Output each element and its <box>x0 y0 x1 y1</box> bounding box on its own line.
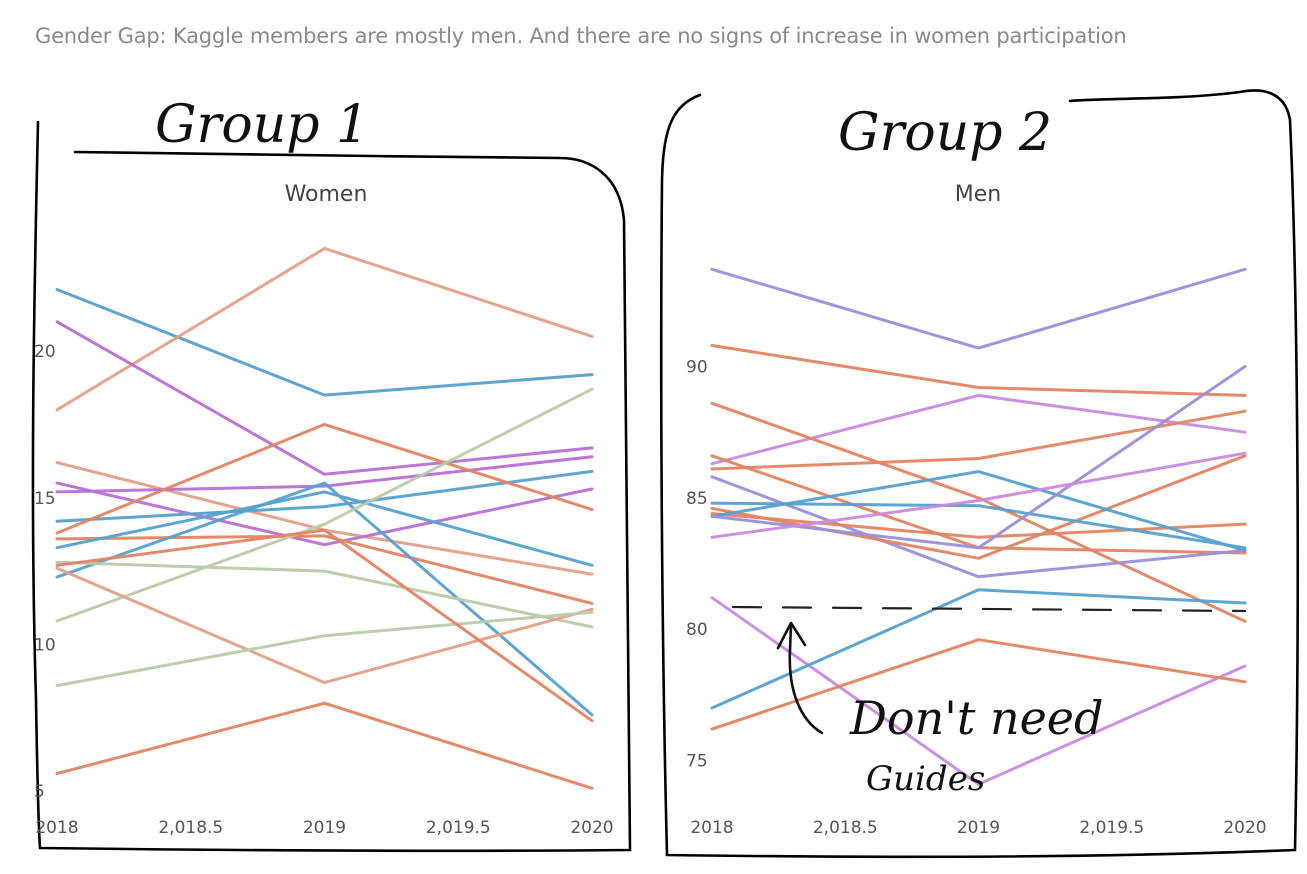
women-y-tick-label: 20 <box>34 342 56 362</box>
women-series-line-17 <box>55 701 594 790</box>
men-x-tick-label: 2020 <box>1223 818 1266 838</box>
men-series-line-15 <box>710 588 1247 710</box>
men-y-tick-label: 75 <box>686 752 708 772</box>
men-series-line-1 <box>710 267 1247 350</box>
women-series-line-14 <box>55 566 594 685</box>
men-series-line-3 <box>710 393 1247 466</box>
women-series-line-5 <box>55 481 594 547</box>
women-x-tick-label: 2018 <box>35 818 78 838</box>
women-series-group <box>55 246 594 790</box>
women-series-line-16 <box>55 528 594 723</box>
women-series-line-15 <box>55 610 594 688</box>
men-series-line-13 <box>710 451 1247 539</box>
men-series-line-12 <box>710 365 1247 550</box>
men-y-tick-label: 85 <box>686 489 708 509</box>
women-x-tick-label: 2,019.5 <box>426 818 491 838</box>
chart-men: Men 75 80 85 90 2018 2,018.5 2019 2,019.5 2020 <box>686 182 1267 838</box>
chart-women: Women 5 10 15 20 2018 2,018.5 2019 2,019.5 2020 <box>34 182 614 838</box>
group2-box <box>659 89 1300 859</box>
men-series-line-7 <box>710 475 1247 579</box>
women-series-line-7 <box>55 469 594 523</box>
chart-title-women: Women <box>285 182 368 207</box>
men-x-tick-label: 2019 <box>957 818 1000 838</box>
group2-label: Group 2 <box>838 103 1052 163</box>
women-y-tick-label: 15 <box>34 489 56 509</box>
men-series-line-10 <box>710 501 1247 550</box>
women-x-tick-label: 2,018.5 <box>158 818 223 838</box>
women-x-tick-label: 2020 <box>570 818 613 838</box>
women-series-line-3 <box>55 320 594 476</box>
women-series-line-13 <box>55 387 594 623</box>
women-series-line-1 <box>55 288 594 397</box>
group1-label: Group 1 <box>155 95 369 155</box>
women-series-line-6 <box>55 455 594 494</box>
women-y-axis: 5 10 15 20 <box>34 342 56 802</box>
women-series-line-9 <box>55 534 594 605</box>
women-series-line-12 <box>55 560 594 629</box>
men-series-line-2 <box>710 344 1247 397</box>
men-series-line-5 <box>710 401 1247 623</box>
women-series-line-11 <box>55 481 594 717</box>
women-y-tick-label: 10 <box>34 636 56 656</box>
women-series-line-2 <box>55 246 594 412</box>
men-x-tick-label: 2,018.5 <box>813 818 878 838</box>
group1-box <box>31 120 632 853</box>
page-title: Gender Gap: Kaggle members are mostly me… <box>35 24 1127 48</box>
men-x-tick-label: 2,019.5 <box>1079 818 1144 838</box>
men-x-tick-label: 2018 <box>690 818 733 838</box>
men-x-axis: 2018 2,018.5 2019 2,019.5 2020 <box>690 818 1266 838</box>
women-series-line-8 <box>55 422 594 535</box>
men-series-line-9 <box>710 512 1247 539</box>
men-y-axis: 75 80 85 90 <box>686 358 708 772</box>
women-series-line-10 <box>55 490 594 567</box>
women-x-axis: 2018 2,018.5 2019 2,019.5 2020 <box>35 818 613 838</box>
men-y-tick-label: 80 <box>686 620 708 640</box>
men-series-line-11 <box>710 470 1247 552</box>
annotation-note-line2: Guides <box>866 759 985 799</box>
women-y-tick-label: 5 <box>34 782 45 802</box>
women-x-tick-label: 2019 <box>303 818 346 838</box>
men-series-group <box>710 267 1247 786</box>
men-series-line-16 <box>710 638 1247 731</box>
men-y-tick-label: 90 <box>686 358 708 378</box>
dashed-guide-line <box>731 605 1247 613</box>
handwritten-arrow <box>776 621 824 735</box>
men-series-line-14 <box>710 596 1247 786</box>
annotation-note-line1: Don't need <box>849 691 1103 745</box>
chart-title-men: Men <box>955 182 1001 207</box>
